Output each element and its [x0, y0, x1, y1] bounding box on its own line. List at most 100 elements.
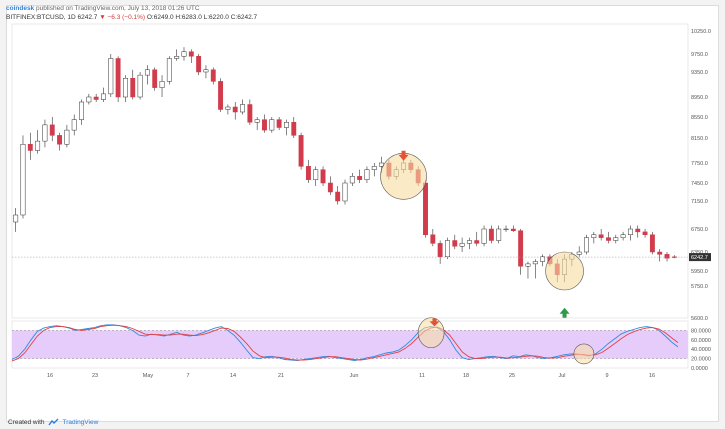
candle-up — [86, 96, 92, 103]
candle-up — [371, 166, 377, 170]
candle-up — [13, 214, 19, 223]
candle-up — [620, 234, 626, 238]
candle-up — [42, 124, 48, 142]
symbol-legend: BITFINEX:BTCUSD, 1D 6242.7 ▼ −6.3 (−0.1%… — [6, 13, 257, 22]
price-tick-label: 7450.0 — [691, 181, 708, 187]
candle-down — [657, 251, 663, 255]
candle-down — [357, 176, 363, 180]
candle-down — [298, 135, 304, 167]
price-tick-label: 7750.0 — [691, 161, 708, 167]
candle-up — [532, 261, 538, 265]
last-price-badge — [689, 253, 711, 262]
stoch-d-line — [11, 324, 679, 362]
price-change: ▼ −6.3 (−0.1%) — [99, 14, 146, 21]
candle-down — [247, 104, 253, 123]
candle-down — [210, 69, 216, 82]
candle-up — [613, 237, 619, 241]
price-tick-label: 5750.0 — [691, 284, 708, 290]
candle-down — [291, 122, 297, 136]
candle-down — [130, 78, 136, 98]
candle-up — [174, 56, 180, 59]
candle-down — [49, 124, 55, 136]
candle-down — [115, 58, 121, 98]
price-tick-label: 10250.0 — [691, 29, 711, 35]
candle-up — [342, 182, 348, 202]
candle-down — [598, 234, 604, 238]
candle-down — [305, 166, 311, 180]
candle-up — [459, 243, 465, 247]
candle-up — [203, 69, 209, 73]
candle-up — [313, 169, 319, 180]
candle-up — [137, 74, 143, 98]
candle-up — [445, 240, 450, 257]
candle-down — [430, 234, 436, 244]
x-tick-label: 7 — [186, 373, 189, 379]
stoch-tick-label: 40.0000 — [691, 347, 711, 353]
x-tick-label: 25 — [509, 373, 515, 379]
candle-up — [466, 240, 472, 244]
candle-down — [57, 135, 63, 145]
candle-down — [452, 240, 458, 247]
candle-down — [437, 243, 443, 257]
candle-up — [284, 122, 289, 128]
stoch-tick-label: 80.0000 — [691, 328, 711, 334]
price-pane-frame — [11, 23, 689, 319]
stoch-k-line — [11, 324, 679, 361]
candle-down — [510, 228, 516, 231]
x-tick-label: Jul — [558, 373, 565, 379]
price-tick-label: 8150.0 — [691, 136, 708, 142]
ohlc-values: O:6249.0 H:6283.0 L:6220.0 C:6242.7 — [146, 14, 258, 21]
last-price-badge-text: 6242.7 — [691, 255, 708, 261]
candle-up — [503, 228, 509, 231]
created-with-text: Created with — [8, 418, 45, 426]
x-tick-label: May — [143, 373, 154, 379]
candle-up — [79, 101, 84, 120]
publisher-name[interactable]: coindesk — [6, 5, 35, 12]
chart-header: coindesk published on TradingView.com, J… — [6, 4, 200, 13]
candle-up — [591, 234, 597, 238]
price-tick-label: 6750.0 — [691, 227, 708, 233]
candle-up — [349, 176, 355, 184]
sell-arrow-icon — [398, 150, 409, 161]
candle-down — [518, 230, 524, 267]
x-tick-label: 16 — [649, 373, 655, 379]
candle-down — [262, 119, 267, 131]
symbol-name[interactable]: BITFINEX:BTCUSD, 1D — [6, 14, 76, 21]
x-tick-label: 11 — [419, 373, 425, 379]
price-tick-label: 6350.0 — [691, 250, 708, 256]
buy-arrow-icon — [559, 307, 570, 318]
stoch-sell-arrow-icon — [429, 318, 440, 327]
candle-up — [159, 81, 165, 88]
stoch-highlight-ellipse — [417, 317, 445, 349]
candle-down — [196, 56, 202, 73]
candle-up — [254, 119, 260, 123]
candle-down — [276, 119, 282, 128]
stoch-tick-label: 0.0000 — [691, 366, 708, 372]
candle-down — [27, 144, 33, 151]
tradingview-brand[interactable]: TradingView — [62, 418, 99, 426]
x-tick-label: 21 — [278, 373, 284, 379]
price-tick-label: 7150.0 — [691, 199, 708, 205]
candle-up — [20, 144, 26, 216]
price-tick-label: 9350.0 — [691, 70, 708, 76]
x-tick-label: Jun — [350, 373, 359, 379]
candle-up — [481, 228, 487, 244]
highlight-circle — [545, 251, 584, 291]
x-tick-label: 14 — [230, 373, 236, 379]
candle-down — [188, 51, 194, 57]
candle-down — [649, 234, 655, 253]
last-price: 6242.7 — [77, 14, 98, 21]
price-tick-label: 8550.0 — [691, 115, 708, 121]
candle-down — [320, 169, 326, 184]
candle-down — [635, 228, 641, 233]
candle-up — [225, 106, 231, 110]
price-tick-label: 5950.0 — [691, 269, 708, 275]
candle-up — [144, 69, 150, 76]
candle-up — [269, 119, 275, 131]
candle-down — [423, 182, 428, 235]
candle-up — [627, 228, 633, 235]
candle-up — [71, 119, 77, 131]
footer: Created with TradingView — [8, 418, 98, 426]
candle-down — [218, 81, 224, 110]
